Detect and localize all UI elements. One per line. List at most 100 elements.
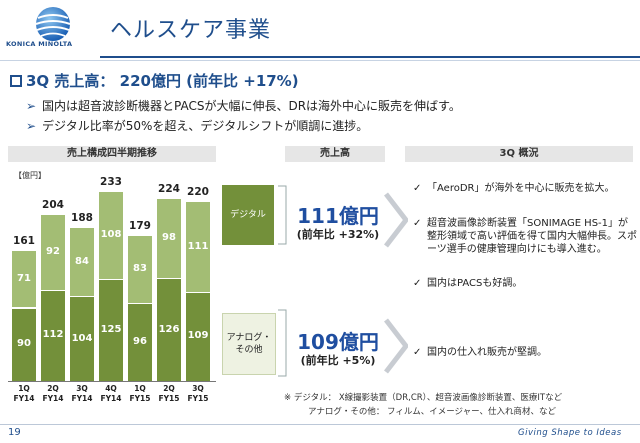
analog-growth: (前年比 +5%): [300, 354, 376, 367]
tick-fiscal-year: FY14: [100, 394, 122, 403]
overview-comment: ✓ 「AeroDR」が海外を中心に販売を拡大。: [413, 182, 637, 195]
tick-quarter: 3Q: [192, 384, 204, 393]
bar-segment-analog: 104: [70, 296, 94, 381]
comment-text: 「AeroDR」が海外を中心に販売を拡大。: [427, 183, 615, 194]
arrow-bullet-icon: ➢: [26, 99, 37, 113]
check-icon: ✓: [413, 347, 422, 358]
tick-quarter: 2Q: [163, 384, 175, 393]
segment-value-label: 126: [158, 323, 180, 335]
tick-quarter: 2Q: [47, 384, 59, 393]
check-icon: ✓: [413, 183, 422, 194]
check-icon: ✓: [413, 218, 422, 229]
segment-value-label: 109: [187, 330, 209, 342]
x-axis-line: [8, 381, 216, 382]
footer-divider: [0, 424, 640, 425]
bar-total-label: 179: [129, 219, 151, 232]
bullet-item: ➢ 国内は超音波診断機器とPACSが大幅に伸長、DRは海外中心に販売を伸ばす。: [26, 97, 461, 114]
overview-comment: ✓ 超音波画像診断装置「SONIMAGE HS-1」が整形領域で高い評価を得て国内…: [413, 217, 637, 256]
bar-segment-digital: 84: [70, 227, 94, 297]
bar-total-label: 188: [71, 212, 93, 225]
bar-segment-analog: 90: [12, 307, 36, 381]
bar-segment-digital: 71: [12, 249, 36, 308]
bar-segment-analog: 109: [186, 291, 210, 381]
comment-text: 国内の仕入れ販売が堅調。: [427, 347, 547, 358]
digital-amount: 111億円: [297, 204, 379, 228]
company-logo: [14, 6, 92, 58]
bar-total-label: 220: [187, 186, 209, 199]
brand-tagline: Giving Shape to Ideas: [518, 428, 622, 438]
x-tick-label: 3Q FY15: [182, 384, 214, 404]
overview-column-header: 3Q 概況: [405, 146, 633, 162]
tick-fiscal-year: FY14: [71, 394, 93, 403]
tick-quarter: 1Q: [18, 384, 30, 393]
bar-segment-digital: 108: [99, 190, 123, 279]
tick-quarter: 3Q: [76, 384, 88, 393]
tick-fiscal-year: FY14: [42, 394, 64, 403]
bar-segment-digital: 111: [186, 201, 210, 292]
tick-fiscal-year: FY15: [129, 394, 151, 403]
bar-segment-digital: 98: [157, 198, 181, 279]
arrow-bullet-icon: ➢: [26, 119, 37, 133]
header-divider-light: [0, 60, 640, 61]
segment-value-label: 125: [100, 323, 122, 335]
bar-segment-digital: 92: [41, 214, 65, 290]
sales-headline: 3Q 売上高： 220億円 (前年比 +17%): [26, 72, 299, 90]
brand-name: KONICA MINOLTA: [6, 40, 73, 48]
bar-total-label: 224: [158, 183, 180, 196]
segment-value-label: 111: [187, 240, 209, 252]
page-title: ヘルスケア事業: [110, 18, 272, 43]
x-tick-label: 3Q FY14: [66, 384, 98, 404]
segment-value-label: 108: [100, 228, 122, 240]
tick-quarter: 1Q: [134, 384, 146, 393]
digital-growth: (前年比 +32%): [296, 228, 380, 241]
definition-note: ※ デジタル： X線撮影装置（DR,CR）、超音波画像診断装置、医療ITなど: [284, 393, 563, 403]
segment-value-label: 104: [71, 332, 93, 344]
square-bullet-icon: [10, 75, 22, 87]
bar-segment-analog: 112: [41, 289, 65, 381]
comment-text: 超音波画像診断装置「SONIMAGE HS-1」が整形領域で高い評価を得て国内大…: [427, 218, 637, 255]
definition-note: アナログ・その他： フィルム、イメージャー、仕入れ商材、など: [308, 407, 557, 417]
sales-column-header: 売上高: [285, 146, 385, 162]
bar-total-label: 233: [100, 175, 122, 188]
page-number: 19: [8, 427, 21, 438]
x-tick-label: 2Q FY15: [153, 384, 185, 404]
tick-quarter: 4Q: [105, 384, 117, 393]
bar-segment-digital: 83: [128, 234, 152, 303]
chevron-right-icon: [384, 192, 408, 248]
bar-segment-analog: 126: [157, 278, 181, 381]
x-tick-label: 4Q FY14: [95, 384, 127, 404]
bar-total-label: 204: [42, 199, 64, 212]
bar-segment-analog: 96: [128, 302, 152, 381]
segment-value-label: 112: [42, 329, 64, 341]
bullet-text: デジタル比率が50%を超え、デジタルシフトが順調に進捗。: [42, 119, 369, 133]
header-divider: [100, 56, 640, 58]
segment-value-label: 92: [46, 245, 60, 257]
bar-total-label: 161: [13, 234, 35, 247]
digital-segment-box: デジタル: [222, 185, 274, 245]
segment-value-label: 84: [75, 255, 89, 267]
chart-column-header: 売上構成四半期推移: [8, 146, 216, 162]
analog-amount: 109億円: [297, 330, 379, 354]
overview-comment: ✓ 国内はPACSも好調。: [413, 277, 637, 290]
segment-value-label: 96: [133, 335, 147, 347]
segment-value-label: 83: [133, 262, 147, 274]
tick-fiscal-year: FY14: [13, 394, 35, 403]
bar-segment-analog: 125: [99, 278, 123, 381]
chevron-right-icon: [384, 318, 408, 374]
segment-value-label: 71: [17, 272, 31, 284]
segment-value-label: 90: [17, 338, 31, 350]
segment-brackets: [278, 185, 287, 377]
unit-label: 【億円】: [14, 171, 46, 180]
tick-fiscal-year: FY15: [158, 394, 180, 403]
overview-comment: ✓ 国内の仕入れ販売が堅調。: [413, 346, 637, 359]
segment-value-label: 98: [162, 232, 176, 244]
x-tick-label: 1Q FY14: [8, 384, 40, 404]
tick-fiscal-year: FY15: [187, 394, 209, 403]
comment-text: 国内はPACSも好調。: [427, 278, 523, 289]
check-icon: ✓: [413, 278, 422, 289]
bullet-text: 国内は超音波診断機器とPACSが大幅に伸長、DRは海外中心に販売を伸ばす。: [42, 99, 461, 113]
x-tick-label: 2Q FY14: [37, 384, 69, 404]
bullet-item: ➢ デジタル比率が50%を超え、デジタルシフトが順調に進捗。: [26, 117, 368, 134]
analog-segment-box: アナログ・ その他: [222, 313, 276, 375]
x-tick-label: 1Q FY15: [124, 384, 156, 404]
